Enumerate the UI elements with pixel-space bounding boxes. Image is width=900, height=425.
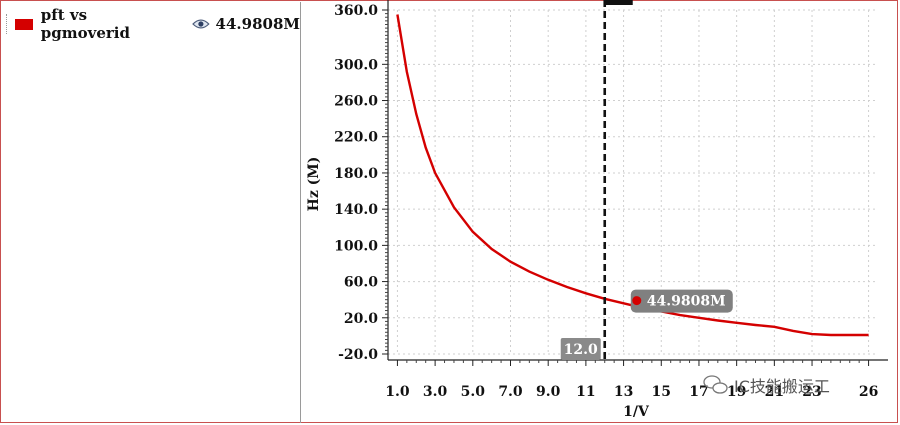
y-tick-label-7: 260.0 [334,94,378,110]
y-tick-label-3: 100.0 [334,238,378,254]
y-axis-title: Hz (M) [306,157,322,212]
x-tick-label-11: 23 [802,384,821,400]
y-tick-label-2: 60.0 [344,275,378,291]
plot-area[interactable]: -20.0 20.0 60.0 100.0 140.0 180.0 220.0 260.0 30… [300,0,898,425]
y-tick-label-4: 140.0 [334,202,378,218]
x-axis-title: 1/V [623,404,650,420]
watermark-text: IC技能搬运工 [734,377,830,396]
y-tick-label-5: 180.0 [334,166,378,182]
cursor-x-badge [560,338,601,360]
x-tick-label-9: 19 [727,384,746,400]
x-tick-label-7: 15 [652,384,671,400]
x-tick-label-3: 7.0 [498,384,523,400]
callout-value: 44.9808M [647,294,726,310]
x-tick-label-8: 17 [689,384,708,400]
callout-badge [630,289,733,313]
x-tick-label-1: 3.0 [423,384,448,400]
legend-series-label: pft vs pgmoverid [40,6,130,42]
legend-entry[interactable]: pft vs pgmoverid 44.9808M [6,6,300,42]
y-axis-ticks: -20.0 20.0 60.0 100.0 140.0 180.0 220.0 260.0 30… [334,3,388,363]
x-tick-label-10: 21 [765,384,784,400]
y-tick-label-9: 360.0 [334,3,378,19]
watermark: IC技能搬运工 [703,375,830,396]
callout-point [632,296,642,306]
legend-panel: pft vs pgmoverid 44.9808M [2,2,301,423]
series-line-pft [396,14,869,337]
legend-color-swatch [15,18,33,30]
x-tick-label-4: 9.0 [536,384,561,400]
vertical-cursor-marker[interactable]: 12.0 [560,0,633,360]
x-tick-label-12: 26 [859,384,878,400]
cursor-value-callout: 44.9808M [630,289,733,313]
x-tick-label-2: 5.0 [461,384,486,400]
eye-icon[interactable] [191,18,210,30]
y-tick-label-1: 20.0 [344,311,378,327]
x-tick-label-6: 13 [614,384,633,400]
x-tick-label-5: 11 [576,384,595,400]
wechat-icon [703,375,728,394]
y-tick-label-8: 300.0 [334,57,378,73]
x-tick-label-0: 1.0 [385,384,410,400]
x-axis-ticks: 1.0 3.0 5.0 7.0 9.0 11 13 15 17 19 21 23 26 [385,360,878,400]
y-tick-label-0: -20.0 [338,347,378,363]
legend-cursor-value: 44.9808M [215,15,300,33]
cursor-handle[interactable] [604,0,633,5]
y-tick-label-6: 220.0 [334,130,378,146]
cursor-x-label: 12.0 [564,342,598,358]
